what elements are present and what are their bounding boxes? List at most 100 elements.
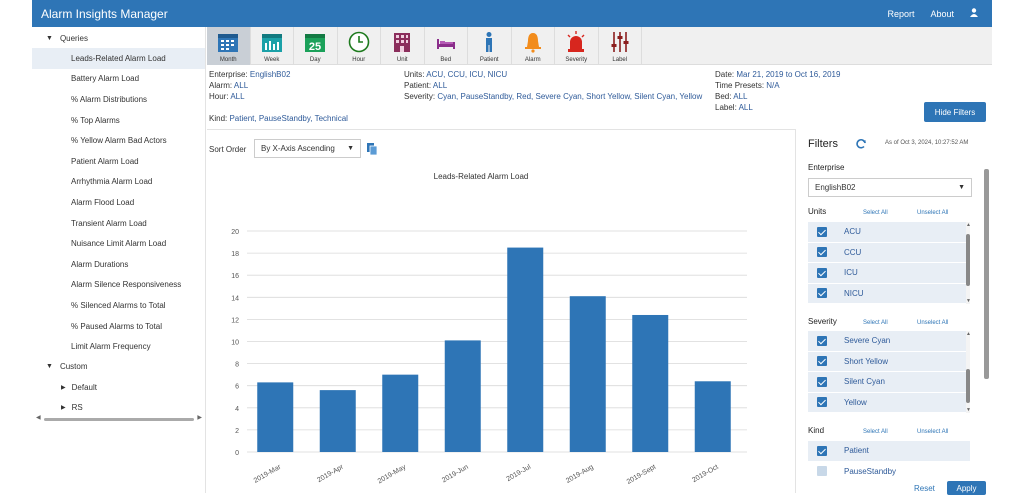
enterprise-select[interactable]: EnglishB02 ▼ [808,178,972,197]
checkbox-checked-icon[interactable] [817,397,827,408]
checkbox-unchecked-icon[interactable] [817,466,827,477]
kind-label: Kind [808,426,825,435]
filter-option[interactable]: ACU [808,222,970,243]
sidebar-query-item[interactable]: % Yellow Alarm Bad Actors [32,130,205,151]
copy-icon[interactable] [367,143,378,161]
chart-bar[interactable] [257,382,294,452]
sidebar-query-item[interactable]: Arrhythmia Alarm Load [32,172,205,193]
hide-filters-button[interactable]: Hide Filters [924,102,986,122]
severity-unselect-all[interactable]: Unselect All [917,320,949,326]
sidebar-query-label: Nuisance Limit Alarm Load [71,239,167,249]
filter-option[interactable]: NICU [808,283,970,304]
sidebar-query-label: Alarm Durations [71,259,129,269]
toolbar-patient-button[interactable]: Patient [468,27,512,65]
chart-bar[interactable] [632,314,669,452]
chart-bar[interactable] [382,374,419,452]
checkbox-checked-icon[interactable] [817,288,827,299]
sidebar-query-item[interactable]: Nuisance Limit Alarm Load [32,233,205,254]
filter-option[interactable]: CCU [808,242,970,263]
refresh-icon[interactable] [855,138,867,152]
sidebar-query-item[interactable]: Alarm Silence Responsiveness [32,275,205,296]
queries-group[interactable]: ▼ Queries [32,28,205,48]
toolbar-label-button[interactable]: Label [599,27,642,65]
sidebar-query-item[interactable]: % Silenced Alarms to Total [32,295,205,316]
sidebar-horizontal-scrollbar[interactable]: ◀ ▶ [36,415,202,422]
filter-option[interactable]: PauseStandby [808,461,970,482]
sidebar-query-item[interactable]: % Paused Alarms to Total [32,316,205,337]
kind-list: Patient PauseStandby [808,441,970,482]
toolbar-week-button[interactable]: Week [251,27,294,65]
sidebar-query-item[interactable]: Leads-Related Alarm Load [32,48,205,69]
checkbox-checked-icon[interactable] [817,267,827,278]
checkbox-checked-icon[interactable] [817,226,827,237]
toolbar-button-label: Month [219,57,237,63]
y-tick-label: 4 [235,406,239,413]
filter-option[interactable]: ICU [808,263,970,284]
filter-option[interactable]: Silent Cyan [808,372,970,393]
y-tick-label: 20 [231,229,239,236]
kind-select-all[interactable]: Select All [863,429,888,435]
scrollbar-thumb[interactable] [966,234,970,286]
units-select-all[interactable]: Select All [863,210,888,216]
scroll-right-icon[interactable]: ▶ [197,415,202,421]
chart-bar[interactable] [694,381,731,452]
user-icon[interactable] [970,7,978,20]
units-unselect-all[interactable]: Unselect All [917,210,949,216]
checkbox-checked-icon[interactable] [817,445,827,456]
units-scrollbar[interactable]: ▲ ▼ [966,222,971,304]
toolbar-hour-button[interactable]: Hour [338,27,381,65]
report-link[interactable]: Report [887,8,915,19]
caret-down-icon: ▼ [46,34,53,42]
chart-bar[interactable] [319,390,356,452]
filter-option[interactable]: Short Yellow [808,351,970,372]
filters-scrollbar[interactable] [984,169,989,469]
about-link[interactable]: About [930,8,954,19]
crit-bed: Bed: ALL [715,92,748,101]
y-tick-label: 6 [235,384,239,391]
sidebar-query-item[interactable]: Patient Alarm Load [32,151,205,172]
scroll-left-icon[interactable]: ◀ [36,415,41,421]
toolbar-day-button[interactable]: 25 Day [294,27,338,65]
toolbar-month-button[interactable]: Month [207,27,251,65]
scrollbar-thumb[interactable] [44,418,194,421]
checkbox-checked-icon[interactable] [817,335,827,346]
app-window: Alarm Insights Manager Report About ▼ Qu… [32,0,992,495]
filter-option[interactable]: Yellow [808,392,970,413]
chart-bar[interactable] [507,247,544,452]
custom-item-rs[interactable]: ▶ RS [32,397,205,418]
sidebar-query-item[interactable]: Transient Alarm Load [32,213,205,234]
sidebar-query-item[interactable]: % Alarm Distributions [32,89,205,110]
sidebar-query-item[interactable]: Limit Alarm Frequency [32,336,205,357]
filter-option-label: Yellow [844,397,867,407]
sort-order-select[interactable]: By X-Axis Ascending ▼ [254,139,361,158]
siren-icon [565,31,587,57]
kind-unselect-all[interactable]: Unselect All [917,429,949,435]
chevron-down-icon: ▼ [347,145,354,152]
sidebar-query-item[interactable]: Alarm Durations [32,254,205,275]
sidebar-query-label: Arrhythmia Alarm Load [71,177,153,187]
filter-option[interactable]: Patient [808,441,970,462]
severity-select-all[interactable]: Select All [863,320,888,326]
toolbar-unit-button[interactable]: Unit [381,27,425,65]
checkbox-checked-icon[interactable] [817,356,827,367]
chart-bar[interactable] [569,296,606,452]
custom-item-default[interactable]: ▶ Default [32,377,205,398]
checkbox-checked-icon[interactable] [817,376,827,387]
sidebar-query-item[interactable]: Battery Alarm Load [32,69,205,90]
scrollbar-thumb[interactable] [966,369,970,403]
apply-button[interactable]: Apply [947,481,986,495]
sidebar-query-item[interactable]: % Top Alarms [32,110,205,131]
checkbox-checked-icon[interactable] [817,247,827,258]
reset-button[interactable]: Reset [914,484,935,493]
scrollbar-thumb[interactable] [984,169,989,379]
filter-option[interactable]: Severe Cyan [808,331,970,352]
chart-bar[interactable] [444,340,481,452]
severity-scrollbar[interactable]: ▲ ▼ [966,331,971,413]
toolbar-bed-button[interactable]: Bed [425,27,468,65]
custom-group[interactable]: ▼ Custom [32,357,205,377]
toolbar-severity-button[interactable]: Severity [555,27,599,65]
chart-title: Leads-Related Alarm Load [434,172,529,181]
chevron-down-icon: ▼ [958,184,965,191]
toolbar-alarm-button[interactable]: Alarm [512,27,555,65]
sidebar-query-item[interactable]: Alarm Flood Load [32,192,205,213]
